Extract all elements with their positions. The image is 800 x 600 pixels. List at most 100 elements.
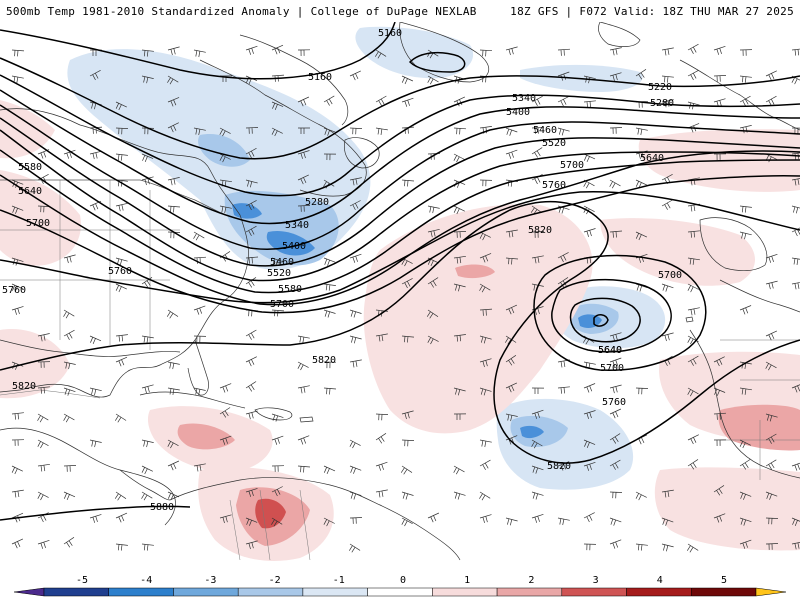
wind-barb [453, 127, 467, 135]
wind-barb [557, 96, 569, 107]
wind-barb [63, 149, 76, 159]
wind-barb [505, 304, 518, 315]
wind-barb [349, 200, 361, 211]
wind-barb [479, 283, 491, 293]
wind-barb [453, 231, 467, 238]
colorbar-segment [13, 587, 45, 597]
wind-barb [115, 356, 128, 367]
wind-barb [479, 335, 492, 344]
wind-barb [635, 387, 649, 395]
wind-barb [11, 465, 23, 475]
wind-barb [791, 462, 800, 471]
wind-barb [661, 199, 673, 210]
wind-barb [739, 387, 752, 395]
wind-barb [297, 335, 310, 344]
contour-5580 [0, 149, 800, 294]
coastline-north-africa [719, 279, 800, 313]
coastline-north-america [0, 108, 249, 398]
wind-barb [401, 278, 413, 289]
wind-barb [427, 205, 440, 214]
coastline-canary [685, 316, 694, 323]
wind-barb [505, 382, 518, 393]
wind-barb [141, 75, 154, 84]
wind-barb [401, 97, 414, 107]
wind-barb [557, 127, 570, 136]
model-run-info: 18Z GFS | F072 Valid: 18Z THU MAR 27 202… [510, 5, 794, 18]
wind-barb [609, 72, 622, 81]
wind-barb [245, 147, 257, 158]
wind-barb [167, 177, 180, 186]
wind-barb [531, 126, 545, 134]
wind-barb [791, 48, 800, 56]
warm-anomaly-southamerica-strong [255, 498, 286, 529]
wind-barb [349, 439, 361, 449]
wind-barb [583, 439, 596, 449]
wind-barb [63, 309, 75, 319]
wind-barb [505, 335, 517, 345]
wind-barb [453, 283, 466, 292]
contour-5460 [0, 117, 800, 267]
contour-label-5760: 5760 [602, 397, 626, 408]
wind-barb [661, 47, 674, 56]
wind-barb [115, 283, 127, 293]
wind-barb [531, 409, 544, 419]
wind-barb [401, 179, 415, 187]
wind-barb [141, 277, 153, 288]
wind-barb [63, 465, 77, 472]
contour-label-5700: 5700 [600, 363, 624, 374]
wind-barb [323, 283, 336, 291]
wind-barb [531, 147, 543, 158]
wind-barb [687, 434, 699, 445]
wind-barb [271, 257, 284, 266]
colorbar-segments [13, 587, 787, 597]
wind-barb [349, 127, 363, 135]
colorbar-segment [43, 587, 109, 597]
wind-barb [453, 153, 465, 163]
colorbar-segment [626, 587, 692, 597]
contour-label-5640: 5640 [598, 345, 622, 356]
wind-barb [349, 543, 361, 553]
wind-barb [115, 413, 127, 423]
contour-label-5700: 5700 [270, 299, 294, 310]
wind-barb [271, 127, 283, 137]
wind-barb [323, 387, 337, 395]
wind-barb [661, 332, 674, 342]
contour-label-5820: 5820 [12, 381, 36, 392]
contour-label-5820: 5820 [547, 461, 571, 472]
wind-barb [609, 491, 623, 499]
wind-barb [635, 491, 647, 501]
wind-barb [219, 383, 232, 393]
wind-barb [63, 361, 76, 370]
coastline-iceland [598, 22, 641, 47]
contour-label-5400: 5400 [282, 241, 306, 252]
wind-barb [245, 225, 257, 236]
wind-barb [115, 202, 128, 212]
wind-barb [193, 305, 206, 315]
wind-barb [557, 48, 571, 56]
contour-label-5340: 5340 [285, 220, 309, 231]
wind-barb [791, 384, 800, 393]
coastline-canada-east [199, 59, 367, 197]
wind-barb [167, 75, 179, 85]
wind-barb [297, 361, 309, 371]
wind-barb [167, 46, 180, 56]
wind-barb [37, 439, 49, 449]
wind-barb [583, 543, 597, 551]
wind-barb [401, 335, 415, 343]
wind-barb [89, 387, 102, 396]
wind-barb [166, 309, 179, 319]
contour-label-5580: 5580 [278, 284, 302, 295]
colorbar-tick-label: -4 [140, 575, 152, 586]
wind-barb [609, 384, 622, 394]
warm-anomaly-atlantic [363, 204, 593, 434]
wind-barb [453, 334, 466, 342]
wind-barb [63, 387, 76, 396]
wind-barb [739, 95, 751, 106]
wind-barb [557, 252, 569, 263]
map-canvas: 5160516052205280528053405340540054005460… [0, 22, 800, 572]
wind-barb [609, 408, 622, 419]
wind-barb [11, 306, 24, 315]
wind-barb [739, 49, 753, 56]
coastline-newfoundland [344, 137, 380, 169]
contour-label-5700: 5700 [658, 270, 682, 281]
